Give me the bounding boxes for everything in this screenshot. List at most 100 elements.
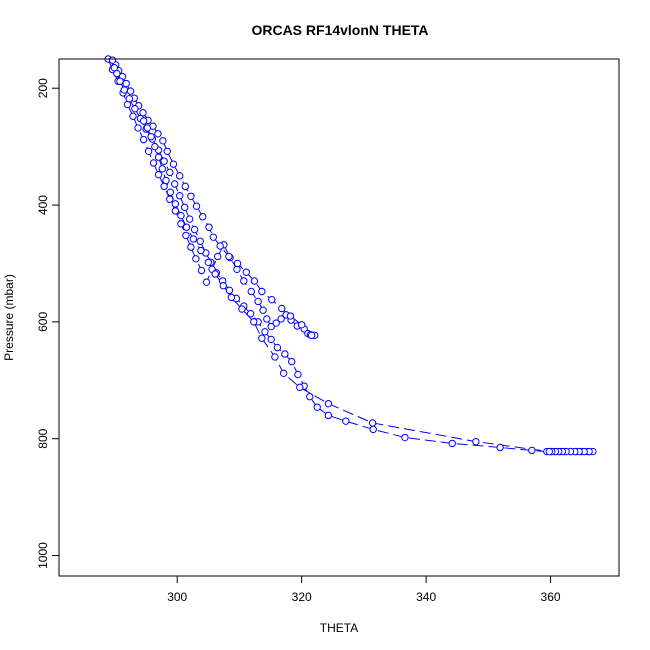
data-point xyxy=(176,172,184,180)
data-point xyxy=(496,443,504,452)
data-point xyxy=(272,319,280,327)
data-point xyxy=(288,357,296,366)
data-point xyxy=(113,69,121,78)
data-point xyxy=(271,353,279,361)
data-point xyxy=(171,200,180,208)
data-point xyxy=(296,383,304,392)
data-point xyxy=(190,225,199,234)
data-point xyxy=(199,213,207,221)
data-point xyxy=(267,322,275,331)
x-axis-label: THETA xyxy=(320,621,358,635)
data-point xyxy=(209,233,218,241)
data-point xyxy=(246,310,255,318)
data-point xyxy=(211,270,219,278)
data-point xyxy=(159,137,167,145)
data-point xyxy=(261,328,269,336)
y-tick-label: 200 xyxy=(36,78,50,98)
data-point xyxy=(268,295,276,304)
data-point xyxy=(185,215,194,223)
data-point xyxy=(448,439,456,448)
data-point xyxy=(294,370,302,379)
data-point xyxy=(131,104,139,113)
data-point xyxy=(254,297,262,306)
data-point xyxy=(116,77,124,85)
data-point xyxy=(158,165,166,173)
x-axis: 300 320 340 360 xyxy=(167,575,561,604)
y-axis: 200 400 600 800 1000 xyxy=(36,78,60,569)
data-point xyxy=(313,403,321,411)
data-point xyxy=(258,334,266,342)
data-point xyxy=(149,159,158,167)
data-point xyxy=(171,180,179,188)
data-point xyxy=(108,56,117,64)
data-point xyxy=(166,188,175,196)
data-point xyxy=(227,293,236,302)
data-point xyxy=(187,192,195,200)
data-point xyxy=(324,399,333,408)
data-point xyxy=(528,446,536,455)
data-point xyxy=(180,203,189,212)
data-point xyxy=(126,87,135,95)
y-tick-label: 800 xyxy=(36,428,50,448)
y-tick-label: 1000 xyxy=(36,542,50,569)
data-point xyxy=(154,153,163,161)
data-point xyxy=(177,211,185,220)
data-point xyxy=(342,417,350,425)
data-point xyxy=(401,433,409,442)
data-point xyxy=(281,350,289,358)
data-point xyxy=(182,223,191,231)
data-point xyxy=(250,318,258,326)
data-point xyxy=(197,246,205,255)
data-point xyxy=(247,287,255,296)
chart-title: ORCAS RF14vlonN THETA xyxy=(251,22,428,38)
data-point xyxy=(297,321,306,329)
data-point xyxy=(307,331,316,340)
data-point xyxy=(233,259,242,268)
data-point xyxy=(216,242,224,250)
data-point xyxy=(151,142,159,151)
data-point xyxy=(472,437,480,446)
data-point xyxy=(205,223,213,231)
data-point xyxy=(306,392,314,401)
x-tick-label: 320 xyxy=(292,590,312,604)
series-points xyxy=(104,55,597,456)
data-point xyxy=(187,243,195,251)
data-point xyxy=(324,411,333,420)
data-point xyxy=(181,182,190,191)
data-point xyxy=(240,277,248,285)
data-point xyxy=(171,207,180,215)
data-point xyxy=(219,281,227,290)
data-point xyxy=(273,343,282,352)
data-point xyxy=(139,135,148,144)
data-point xyxy=(225,286,234,295)
data-point xyxy=(277,315,285,323)
data-point xyxy=(144,147,153,156)
x-tick-label: 300 xyxy=(167,590,187,604)
data-point xyxy=(154,170,163,179)
data-point xyxy=(122,79,130,88)
data-point xyxy=(225,252,233,261)
data-point xyxy=(166,195,174,203)
data-point xyxy=(182,231,190,240)
data-point xyxy=(125,95,134,103)
data-point xyxy=(189,235,198,243)
data-point xyxy=(166,168,174,177)
data-point xyxy=(139,117,148,125)
data-point xyxy=(259,306,267,314)
data-point xyxy=(160,157,168,165)
data-point xyxy=(250,277,259,285)
data-point xyxy=(176,192,184,200)
data-point xyxy=(134,124,142,132)
data-point xyxy=(197,266,206,275)
y-tick-label: 600 xyxy=(36,312,50,332)
data-point xyxy=(129,112,137,120)
data-point xyxy=(154,130,162,138)
data-point xyxy=(368,419,377,427)
data-point xyxy=(192,202,201,210)
data-point xyxy=(163,147,171,156)
data-point xyxy=(545,447,554,456)
data-point xyxy=(258,287,266,296)
data-point xyxy=(204,258,213,266)
